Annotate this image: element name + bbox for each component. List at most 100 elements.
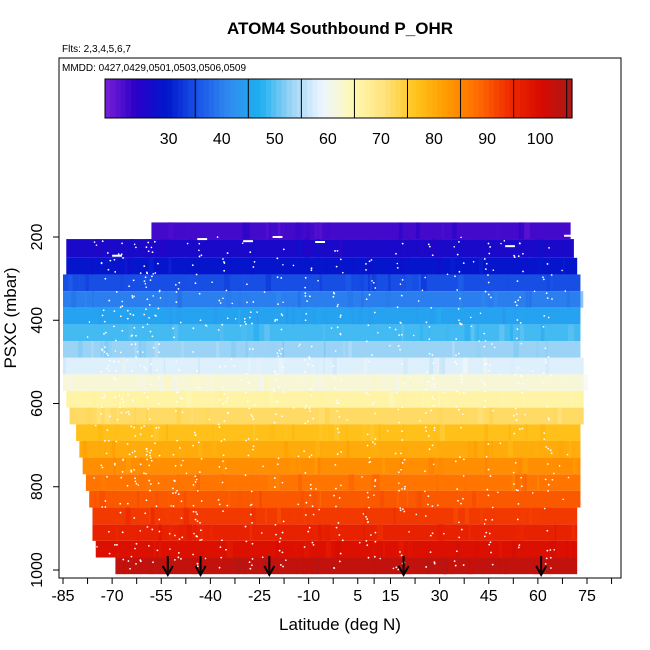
track-point [158,402,160,405]
track-point [485,362,488,365]
track-point [304,292,307,295]
track-point [458,536,461,539]
track-point [158,376,160,379]
track-point [173,336,175,339]
heatmap-streak [371,474,374,491]
heatmap-streak [519,222,525,240]
track-point [231,302,234,305]
track-point [335,526,338,529]
track-point [334,464,337,466]
track-point [273,486,276,488]
track-point [403,510,406,513]
track-point [463,458,465,461]
track-point [234,317,237,320]
track-point [96,545,98,548]
heatmap-streak [78,341,83,358]
track-point [241,242,244,244]
track-point [461,377,463,380]
track-point [488,543,491,546]
profile-marker-arrow [263,556,276,578]
track-point [335,399,338,402]
heatmap-streak [514,307,517,325]
track-point [159,297,162,299]
heatmap-streak [403,357,408,375]
colorbar-segment [442,79,449,118]
colorbar-segment [400,79,407,118]
track-point [148,304,151,306]
colorbar-segment [219,79,225,118]
track-point [121,329,124,332]
heatmap-streak [276,540,280,558]
track-point [483,523,486,525]
track-point [252,448,254,451]
heatmap-streak [183,507,189,525]
heatmap-streak [266,222,269,240]
track-point [133,326,136,329]
track-point [196,513,199,516]
track-point [143,265,146,268]
track-point [143,366,146,369]
heatmap-streak [332,291,335,308]
heatmap-streak [323,357,325,375]
track-point [114,350,117,352]
heatmap-streak [471,407,475,425]
heatmap-streak [189,239,194,258]
heatmap-streak [437,257,441,275]
heatmap-streak [412,374,418,392]
colorbar-segment [105,79,111,118]
track-point [180,500,183,503]
track-point [151,251,154,254]
track-point [553,548,556,551]
colorbar-tick-label: 80 [425,131,443,148]
track-point [365,269,367,271]
track-point [208,418,211,421]
track-point [135,482,138,485]
track-point [114,271,117,273]
track-point [192,327,195,330]
track-point [337,522,340,524]
heatmap-streak [101,474,106,491]
heatmap-streak [158,374,162,392]
track-point [431,254,434,257]
heatmap-streak [166,507,172,525]
track-point [309,410,312,412]
track-point [170,505,172,507]
heatmap-streak [315,239,320,258]
heatmap-streak [125,457,131,475]
track-point [173,558,176,561]
heatmap-streak [99,490,105,508]
track-point [131,296,134,299]
heatmap-streak [92,391,95,408]
colorbar-segment [395,79,402,118]
track-point [133,450,136,453]
heatmap-streak [523,374,527,392]
heatmap-streak [84,291,87,308]
heatmap-streak [566,291,570,308]
track-point [514,461,517,464]
track-point [247,454,250,457]
heatmap-streak [525,424,528,441]
heatmap-streak [533,557,539,575]
track-point [136,351,139,353]
heatmap-streak [111,440,116,458]
heatmap-streak [364,391,366,408]
track-point [336,427,339,430]
heatmap-streak [517,457,522,475]
track-point [491,506,494,509]
track-point [277,386,280,388]
track-point [304,371,306,373]
heatmap-streak [269,391,274,408]
heatmap-streak [211,440,217,458]
track-point [398,334,401,337]
heatmap-streak [248,357,251,375]
colorbar-segment [556,79,563,118]
track-point [113,360,115,363]
track-point [497,491,499,494]
heatmap-streak [293,239,295,258]
heatmap-streak [565,540,569,558]
track-point [281,314,284,317]
track-point [282,366,284,369]
track-point [311,364,314,367]
track-point [336,402,339,404]
heatmap-streak [205,407,209,425]
